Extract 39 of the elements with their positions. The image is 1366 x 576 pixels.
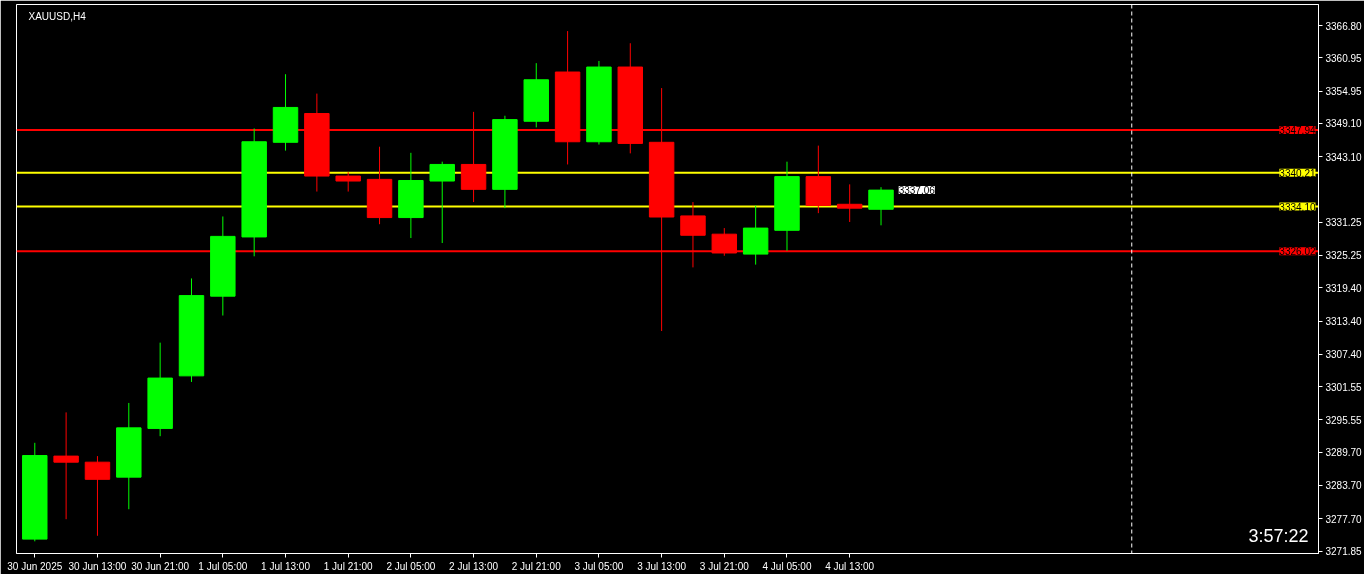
y-tick-label: 3301.55 (1325, 381, 1363, 393)
annotation: 3:57:22 (1248, 525, 1309, 546)
ref-line-label: 3347.94 (1279, 124, 1316, 136)
x-tick-label: 3 Jul 21:00 (699, 560, 750, 572)
annotation: 3337.06 (898, 185, 936, 197)
y-tick-label: 3295.55 (1325, 414, 1363, 426)
y-tick-label: 3366.80 (1325, 20, 1363, 32)
y-tick-label: 3277.70 (1325, 513, 1363, 525)
y-tick-label: 3349.10 (1325, 118, 1363, 130)
y-tick-label: 3283.70 (1325, 480, 1363, 492)
y-tick-label: 3360.95 (1325, 52, 1363, 64)
y-tick-label: 3307.40 (1325, 349, 1363, 361)
x-tick-label: 30 Jun 2025 (7, 560, 63, 572)
x-tick-label: 1 Jul 05:00 (198, 560, 248, 572)
y-tick-label: 3343.10 (1325, 151, 1363, 163)
x-tick-label: 2 Jul 05:00 (386, 560, 436, 572)
y-tick-label: 3271.85 (1325, 546, 1363, 558)
x-tick-label: 1 Jul 13:00 (261, 560, 311, 572)
x-tick-label: 3 Jul 13:00 (637, 560, 687, 572)
x-tick-label: 30 Jun 21:00 (131, 560, 190, 572)
y-tick-label: 3319.40 (1325, 282, 1363, 294)
x-tick-label: 30 Jun 13:00 (68, 560, 127, 572)
x-tick-label: 2 Jul 13:00 (449, 560, 499, 572)
ref-line-label: 3340.21 (1279, 167, 1316, 179)
y-tick-label: 3331.25 (1325, 217, 1363, 229)
y-tick-label: 3289.70 (1325, 447, 1363, 459)
candlestick (836, 183, 863, 223)
y-tick-label: 3354.95 (1325, 86, 1363, 98)
text: XAUUSD,H4 (28, 10, 87, 22)
y-tick-label: 3313.40 (1325, 316, 1363, 328)
ref-line-label: 3334.10 (1279, 201, 1316, 213)
x-tick-label: 4 Jul 13:00 (825, 560, 875, 572)
y-tick-label: 3325.25 (1325, 250, 1363, 262)
ref-line-label: 3326.02 (1279, 246, 1316, 258)
x-tick-label: 1 Jul 21:00 (323, 560, 374, 572)
x-tick-label: 4 Jul 05:00 (762, 560, 812, 572)
x-tick-label: 2 Jul 21:00 (511, 560, 562, 572)
x-tick-label: 3 Jul 05:00 (574, 560, 624, 572)
candlestick (53, 411, 79, 520)
